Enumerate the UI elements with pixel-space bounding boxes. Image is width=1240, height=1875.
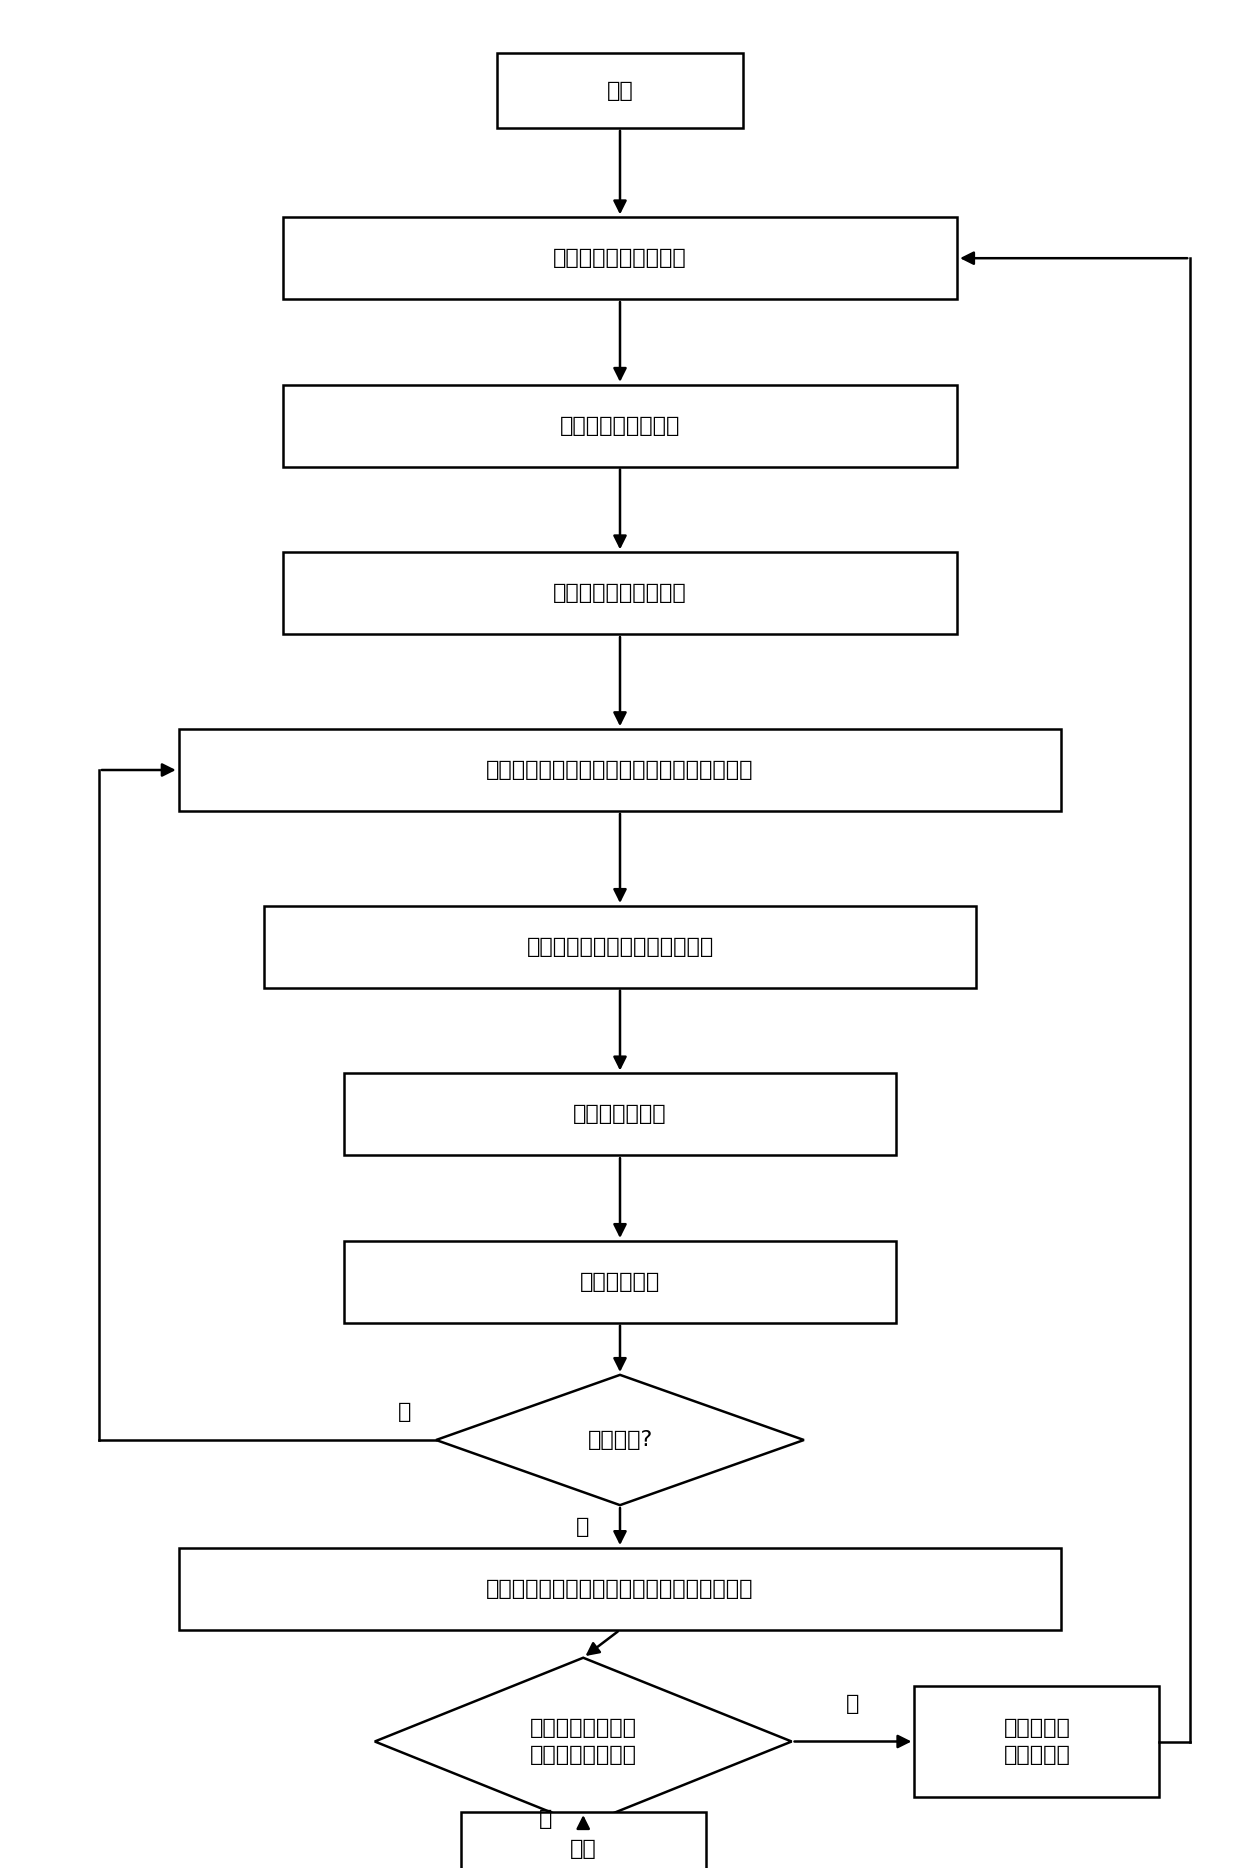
Text: 调整拦阻系
统设计方案: 调整拦阻系 统设计方案 — [1003, 1718, 1070, 1764]
Bar — [283, 553, 957, 634]
Bar — [283, 384, 957, 467]
Bar — [283, 218, 957, 300]
Polygon shape — [436, 1374, 804, 1506]
Text: 当前拦阻系统设计
方案是否满足要求: 当前拦阻系统设计 方案是否满足要求 — [529, 1718, 636, 1764]
Text: 飞机停止?: 飞机停止? — [588, 1431, 652, 1449]
Bar — [179, 1549, 1061, 1629]
Text: 起落架减震支柱的动态特性仿真: 起落架减震支柱的动态特性仿真 — [526, 938, 714, 956]
Bar — [345, 1072, 895, 1155]
Text: 飞机气动力仿真: 飞机气动力仿真 — [573, 1104, 667, 1125]
Text: 否: 否 — [846, 1693, 859, 1714]
Text: 是: 是 — [539, 1809, 553, 1828]
Text: 否: 否 — [398, 1402, 412, 1421]
Bar — [914, 1686, 1159, 1798]
Bar — [264, 906, 976, 988]
Text: 结束: 结束 — [570, 1839, 596, 1860]
Text: 飞机运动仿真: 飞机运动仿真 — [580, 1271, 660, 1292]
Text: 是: 是 — [575, 1517, 589, 1536]
Bar — [497, 54, 743, 128]
Text: 输入拦阻系统设计方案: 输入拦阻系统设计方案 — [553, 248, 687, 268]
Text: 拦阻材料力学特性仿真: 拦阻材料力学特性仿真 — [553, 583, 687, 604]
Polygon shape — [374, 1658, 791, 1824]
Bar — [460, 1813, 706, 1875]
Text: 开始: 开始 — [606, 81, 634, 101]
Bar — [345, 1241, 895, 1322]
Text: 确定起落架受到拦阻材料提供的垂直力和阻力: 确定起落架受到拦阻材料提供的垂直力和阻力 — [486, 759, 754, 780]
Bar — [179, 729, 1061, 812]
Text: 输出停止距离、飞机运动参数及起落架的受力: 输出停止距离、飞机运动参数及起落架的受力 — [486, 1579, 754, 1599]
Text: 飞机的质量特性仿真: 飞机的质量特性仿真 — [559, 416, 681, 435]
